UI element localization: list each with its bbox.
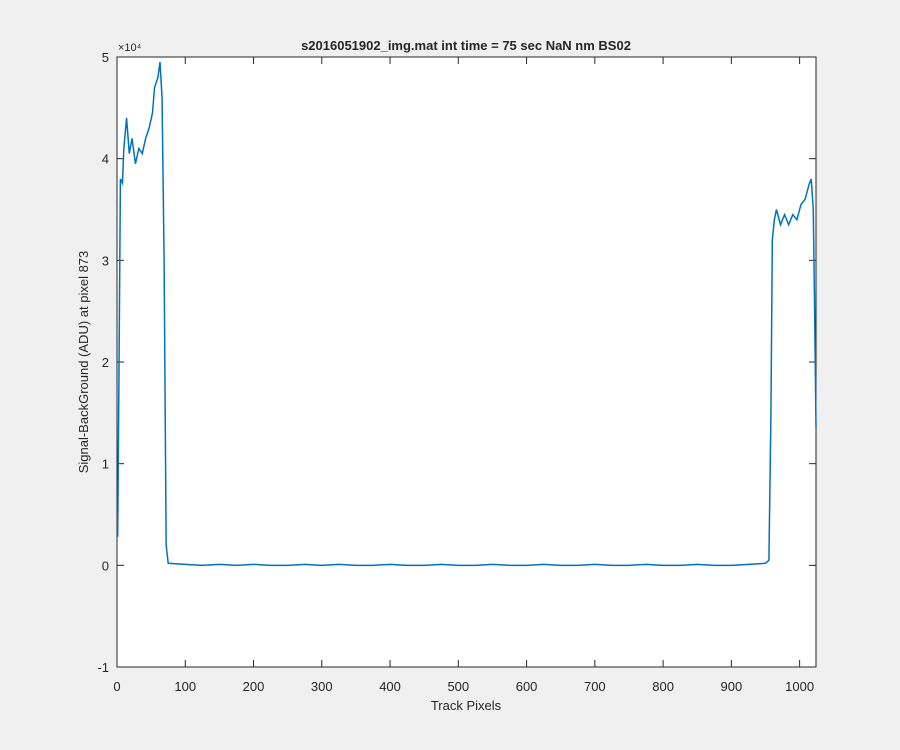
x-tick-label: 600 [516,679,538,694]
y-tick-label: 1 [102,457,109,472]
x-tick-label: 200 [243,679,265,694]
y-tick-label: 2 [102,355,109,370]
x-tick-label: 900 [721,679,743,694]
y-tick-label: -1 [97,660,109,675]
x-tick-label: 500 [447,679,469,694]
x-tick-label: 700 [584,679,606,694]
x-tick-label: 400 [379,679,401,694]
x-tick-label: 300 [311,679,333,694]
x-tick-label: 800 [652,679,674,694]
x-tick-label: 0 [113,679,120,694]
x-tick-label: 1000 [785,679,814,694]
y-tick-label: 0 [102,558,109,573]
chart-title: s2016051902_img.mat int time = 75 sec Na… [301,38,631,53]
y-tick-label: 3 [102,253,109,268]
plot-area [116,56,817,668]
y-exponent-label: ×10⁴ [118,42,142,54]
y-tick-label: 5 [102,50,109,65]
y-axis-label: Signal-BackGround (ADU) at pixel 873 [76,251,91,474]
data-line [116,61,817,567]
x-tick-label: 100 [174,679,196,694]
y-tick-label: 4 [102,152,109,167]
x-axis-label: Track Pixels [431,698,502,713]
